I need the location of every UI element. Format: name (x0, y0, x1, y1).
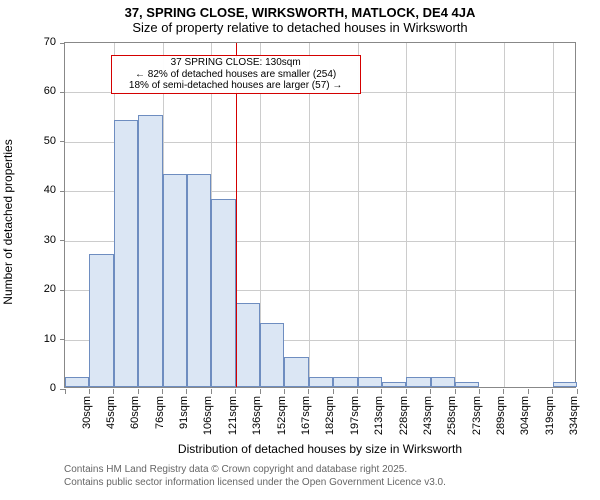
histogram-chart: 37, SPRING CLOSE, WIRKSWORTH, MATLOCK, D… (0, 0, 600, 500)
histogram-bar (382, 382, 406, 387)
x-tick-label: 197sqm (349, 396, 361, 435)
annot-line3: 18% of semi-detached houses are larger (… (114, 80, 358, 92)
y-tick-label: 30 (44, 234, 56, 246)
footer-line2: Contains public sector information licen… (64, 477, 446, 490)
histogram-bar (236, 303, 260, 387)
x-tick-label: 30sqm (81, 396, 93, 429)
x-tick-label: 182sqm (324, 396, 336, 435)
plot-area: 37 SPRING CLOSE: 130sqm← 82% of detached… (64, 42, 576, 388)
x-tick-label: 91sqm (178, 396, 190, 429)
histogram-bar (114, 120, 138, 387)
y-tick-label: 10 (44, 333, 56, 345)
x-tick-label: 273sqm (471, 396, 483, 435)
chart-title-address: 37, SPRING CLOSE, WIRKSWORTH, MATLOCK, D… (0, 0, 600, 21)
x-tick-label: 304sqm (519, 396, 531, 435)
x-gridline (455, 43, 456, 387)
histogram-bar (333, 377, 357, 387)
histogram-bar (211, 199, 235, 387)
y-tick-label: 40 (44, 184, 56, 196)
x-tick-label: 45sqm (105, 396, 117, 429)
x-tick-label: 136sqm (251, 396, 263, 435)
footer-line1: Contains HM Land Registry data © Crown c… (64, 464, 446, 477)
x-tick-label: 121sqm (227, 396, 239, 435)
annot-line2: ← 82% of detached houses are smaller (25… (114, 69, 358, 81)
y-tick-label: 60 (44, 85, 56, 97)
x-axis-label: Distribution of detached houses by size … (64, 442, 576, 456)
histogram-bar (89, 254, 113, 387)
histogram-bar (284, 357, 308, 387)
histogram-bar (358, 377, 382, 387)
y-tick-label: 20 (44, 283, 56, 295)
y-tick-label: 50 (44, 135, 56, 147)
y-tick-label: 0 (50, 382, 56, 394)
histogram-bar (455, 382, 479, 387)
histogram-bar (431, 377, 455, 387)
x-tick-label: 213sqm (373, 396, 385, 435)
x-tick-label: 258sqm (446, 396, 458, 435)
x-tick-label: 76sqm (154, 396, 166, 429)
histogram-bar (406, 377, 430, 387)
x-tick-label: 243sqm (422, 396, 434, 435)
x-gridline (358, 43, 359, 387)
y-tick-label: 70 (44, 36, 56, 48)
histogram-bar (163, 174, 187, 387)
reference-annotation: 37 SPRING CLOSE: 130sqm← 82% of detached… (111, 55, 361, 94)
y-axis-label: Number of detached properties (1, 49, 15, 395)
histogram-bar (309, 377, 333, 387)
histogram-bar (553, 382, 577, 387)
histogram-bar (65, 377, 89, 387)
x-tick-label: 228sqm (398, 396, 410, 435)
annot-line1: 37 SPRING CLOSE: 130sqm (114, 57, 358, 69)
x-tick-label: 319sqm (544, 396, 556, 435)
chart-subtitle: Size of property relative to detached ho… (0, 21, 600, 38)
x-tick-label: 106sqm (202, 396, 214, 435)
x-gridline (309, 43, 310, 387)
x-tick-label: 152sqm (276, 396, 288, 435)
reference-line (236, 43, 237, 387)
x-gridline (553, 43, 554, 387)
x-tick-label: 60sqm (129, 396, 141, 429)
x-tick-label: 167sqm (300, 396, 312, 435)
x-gridline (504, 43, 505, 387)
attribution-footer: Contains HM Land Registry data © Crown c… (64, 464, 446, 489)
histogram-bar (260, 323, 284, 387)
x-gridline (406, 43, 407, 387)
histogram-bar (138, 115, 162, 387)
histogram-bar (187, 174, 211, 387)
x-tick-label: 289sqm (495, 396, 507, 435)
x-tick-label: 334sqm (568, 396, 580, 435)
